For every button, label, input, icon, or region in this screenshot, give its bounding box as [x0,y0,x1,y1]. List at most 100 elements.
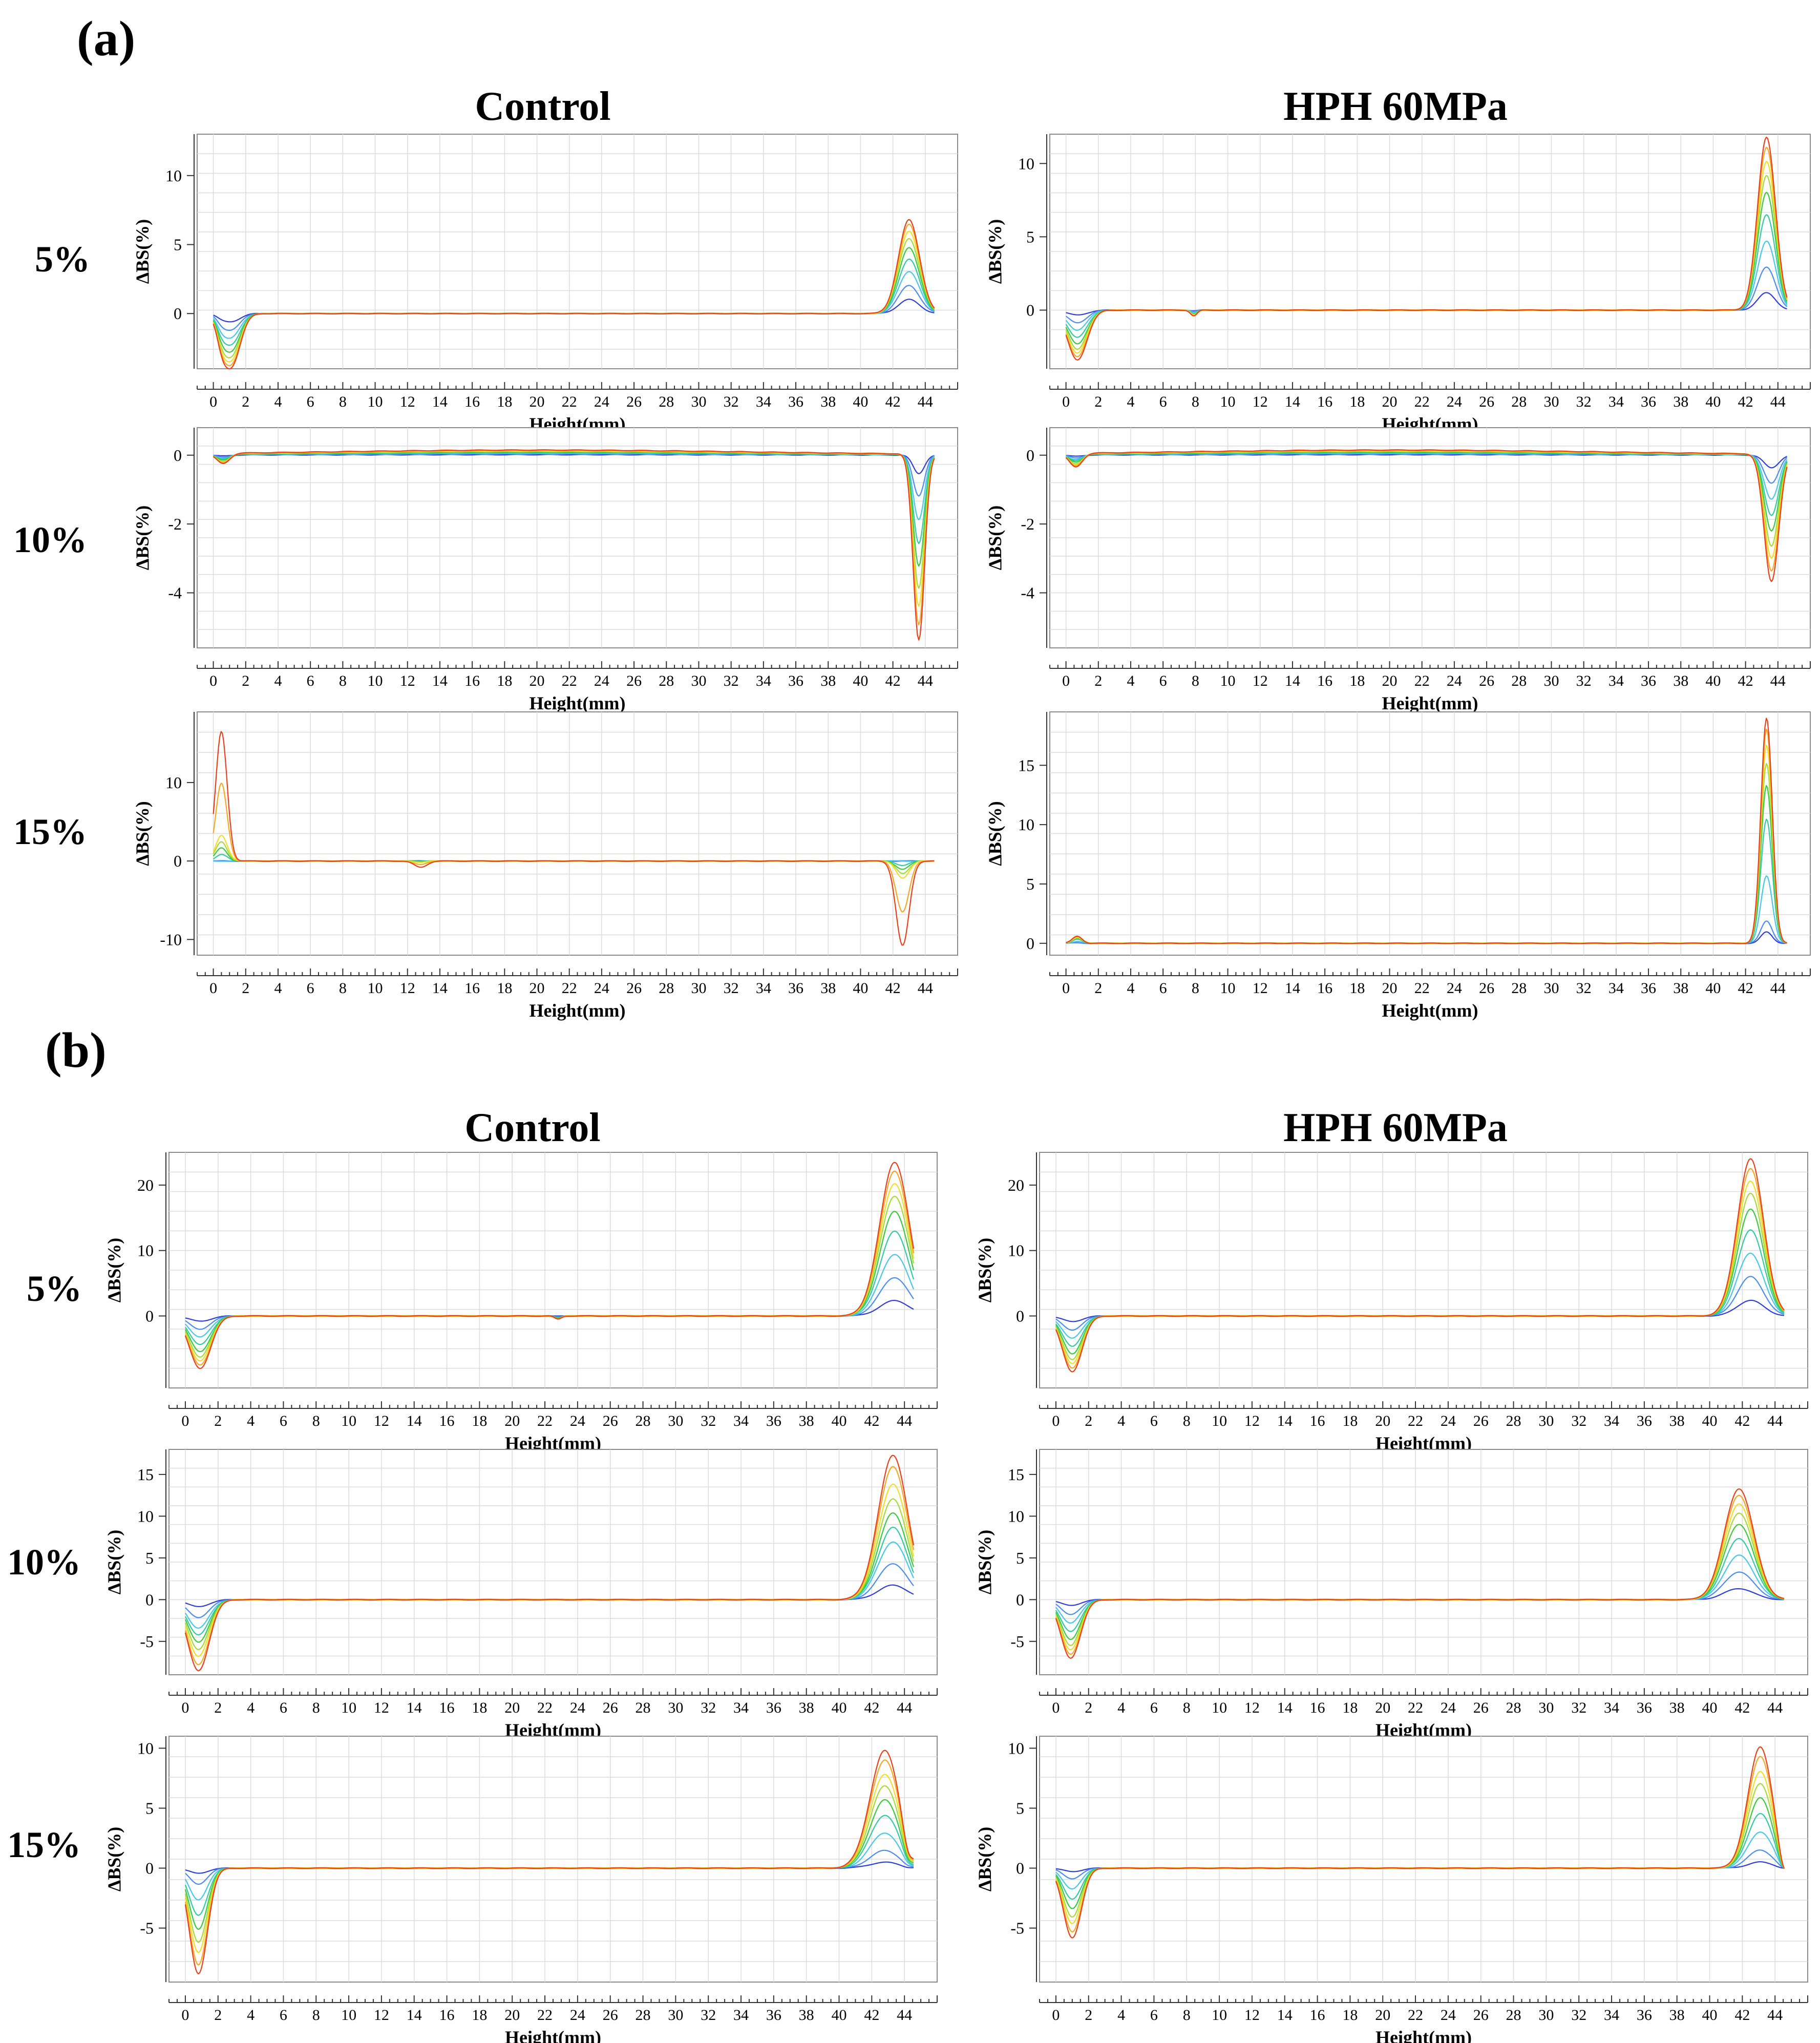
x-tick-label: 32 [724,672,739,689]
x-tick-label: 18 [497,980,512,997]
x-tick-label: 16 [1317,393,1332,410]
x-tick-label: 38 [820,980,836,997]
x-tick-label: 42 [864,1413,879,1429]
x-tick-label: 22 [537,1413,553,1429]
x-tick-label: 2 [1094,980,1102,997]
x-tick-label: 0 [209,672,217,689]
x-tick-label: 26 [626,672,642,689]
x-tick-label: 20 [530,980,545,997]
x-tick-label: 34 [733,1699,749,1716]
x-tick-label: 0 [181,1413,189,1429]
y-tick-label: 0 [145,1590,154,1609]
x-tick-label: 36 [766,1413,781,1429]
x-tick-label: 44 [1770,980,1786,997]
x-tick-label: 10 [341,1413,356,1429]
y-axis-title: ΔBS(%) [132,219,153,284]
x-tick-label: 12 [400,672,415,689]
y-tick-label: -10 [160,930,182,949]
x-tick-label: 38 [1673,393,1688,410]
plot-a-hph-10: 0 2 4 6 8 10 12 14 16 18 20 22 24 26 28 30 32 34 36 38 40 42 4… [985,427,1811,713]
series-line-scan-9 [213,449,935,641]
x-tick-label: 30 [1543,393,1559,410]
y-tick-label: 5 [1026,875,1034,893]
y-tick-label: 10 [1018,154,1034,173]
x-tick-label: 28 [1506,2007,1521,2024]
x-tick-label: 16 [464,672,480,689]
x-tick-label: 42 [1734,2007,1750,2024]
x-tick-label: 12 [1244,2007,1260,2024]
x-tick-label: 36 [788,393,803,410]
x-tick-label: 30 [668,1699,683,1716]
x-tick-label: 6 [280,1699,287,1716]
y-tick-label: 0 [174,446,182,465]
x-tick-label: 18 [1342,1413,1358,1429]
x-tick-label: 10 [368,672,383,689]
x-tick-label: 36 [788,672,803,689]
x-tick-label: 32 [724,393,739,410]
y-axis-title: ΔBS(%) [975,1530,995,1595]
x-tick-label: 42 [1738,393,1753,410]
series-line-scan-9 [1065,449,1788,582]
x-tick-label: 8 [1183,1699,1191,1716]
plot-b-hph-15: 0 2 4 6 8 10 12 14 16 18 20 22 24 26 28 30 32 34 36 38 40 42 4… [975,1736,1808,2043]
x-tick-label: 14 [1285,393,1300,410]
x-tick-label: 26 [603,1413,618,1429]
x-tick-label: 4 [247,1413,255,1429]
x-tick-label: 40 [832,2007,847,2024]
x-tick-label: 18 [1342,1699,1358,1716]
x-tick-label: 38 [799,1413,814,1429]
x-tick-label: 32 [701,2007,716,2024]
x-axis-title: Height(mm) [1375,2027,1472,2043]
x-tick-label: 8 [312,2007,320,2024]
x-tick-label: 32 [1576,393,1592,410]
x-tick-label: 24 [1441,1413,1456,1429]
x-tick-label: 6 [307,672,314,689]
x-tick-label: 18 [1349,393,1365,410]
x-tick-label: 10 [368,393,383,410]
series-line-scan-9 [1065,136,1788,361]
x-tick-label: 34 [1604,1699,1619,1716]
x-tick-label: 14 [1285,672,1300,689]
x-tick-label: 42 [1738,980,1753,997]
x-tick-label: 18 [1349,980,1365,997]
y-axis-title: ΔBS(%) [975,1238,995,1303]
x-tick-label: 22 [1414,980,1430,997]
x-tick-label: 20 [1375,2007,1390,2024]
x-tick-label: 4 [274,672,282,689]
x-tick-label: 26 [1479,980,1494,997]
y-tick-label: 10 [165,773,182,792]
x-tick-label: 40 [853,980,868,997]
x-tick-label: 40 [1702,2007,1718,2024]
x-tick-label: 34 [1604,1413,1619,1429]
x-axis-title: Height(mm) [530,693,626,713]
x-tick-label: 14 [1277,1699,1293,1716]
x-tick-label: 10 [1212,2007,1227,2024]
x-tick-label: 30 [691,672,706,689]
x-tick-label: 22 [1414,672,1430,689]
y-tick-label: 0 [174,852,182,870]
plots-group: 0 2 4 6 8 10 12 14 16 18 20 22 24 26 28 30 32 34 36 38 40 42 4… [104,134,1811,2043]
x-tick-label: 38 [820,393,836,410]
y-tick-label: -2 [168,515,182,533]
section-a-label: (a) [77,11,135,67]
x-tick-label: 18 [497,393,512,410]
x-tick-label: 20 [530,672,545,689]
x-tick-label: 14 [407,1699,422,1716]
series-line-scan-9 [1066,718,1787,944]
x-tick-label: 42 [1738,672,1753,689]
x-tick-label: 40 [853,393,868,410]
x-tick-label: 8 [339,980,347,997]
x-tick-label: 12 [374,2007,389,2024]
x-tick-label: 28 [636,2007,651,2024]
x-tick-label: 40 [1702,1699,1718,1716]
x-tick-label: 18 [1342,2007,1358,2024]
x-axis-title: Height(mm) [505,2027,601,2043]
x-tick-label: 32 [1571,1413,1586,1429]
x-tick-label: 4 [247,1699,255,1716]
x-tick-label: 28 [659,672,674,689]
x-tick-label: 14 [407,1413,422,1429]
x-tick-label: 30 [668,1413,683,1429]
x-tick-label: 28 [1506,1699,1521,1716]
y-axis-title: ΔBS(%) [985,801,1005,866]
x-tick-label: 18 [472,1413,487,1429]
